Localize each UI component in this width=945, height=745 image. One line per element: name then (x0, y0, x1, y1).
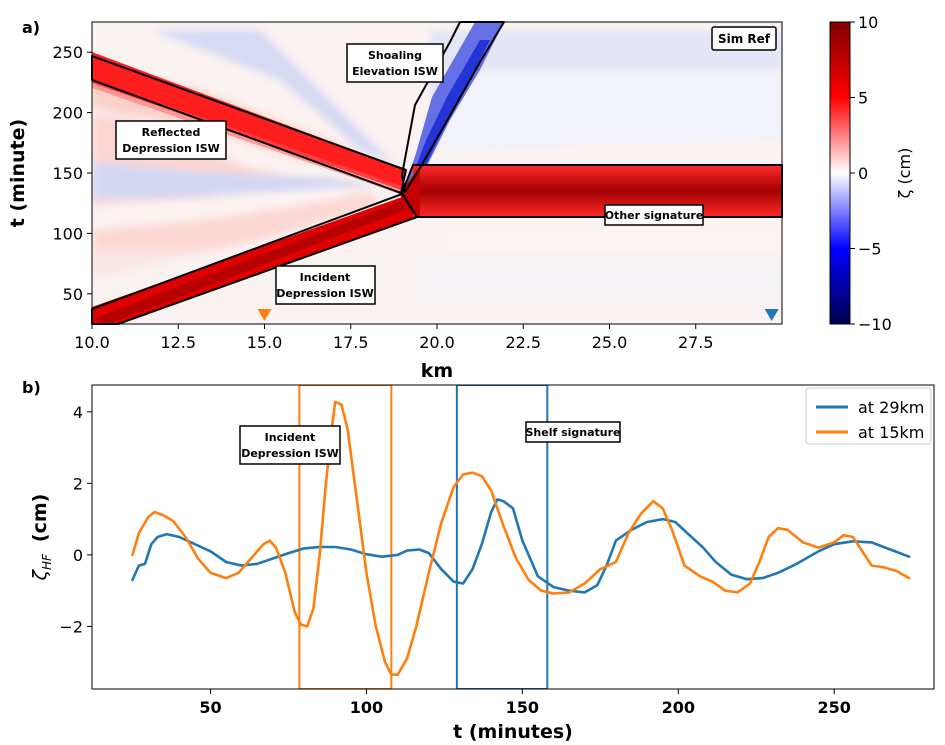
legend-label-15km: at 15km (858, 423, 924, 442)
x-tick-label: 250 (818, 698, 851, 717)
colorbar-tick-label: 10 (858, 13, 878, 32)
shoaling-label-line1: Shoaling (368, 49, 422, 62)
location-marker-0 (257, 309, 272, 321)
annotation-incident: Incident Depression ISW (239, 425, 341, 465)
y-tick-label: 150 (52, 164, 83, 183)
x-tick-label: 22.5 (505, 333, 541, 352)
x-tick-label: 100 (350, 698, 383, 717)
highlight-box-0 (298, 385, 393, 689)
panel-a-x-ticks: 10.0 12.5 15.0 17.5 20.0 22.5 25.0 27.5 (74, 324, 714, 352)
x-tick-label: 50 (199, 698, 221, 717)
highlight-boxes (298, 385, 549, 689)
incident-label-line2: Depression ISW (276, 287, 374, 300)
x-tick-label: 20.0 (419, 333, 455, 352)
reflected-label-line2: Depression ISW (122, 142, 220, 155)
y-tick-label: 250 (52, 43, 83, 62)
panel-b-label: b) (22, 378, 41, 397)
y-tick-label: 4 (73, 403, 83, 422)
x-tick-label: 200 (662, 698, 695, 717)
x-tick-label: 150 (506, 698, 539, 717)
series-line-1 (131, 400, 911, 676)
colorbar: 10 5 0 −5 −10 ζ (cm) (829, 13, 914, 334)
location-markers (257, 309, 779, 321)
panel-b-x-ticks: 50 100 150 200 250 (199, 689, 851, 717)
colorbar-tick-label: −10 (858, 315, 892, 334)
x-tick-label: 27.5 (678, 333, 714, 352)
panel-a-ylabel: t (minute) (7, 119, 29, 227)
x-tick-label: 10.0 (74, 333, 110, 352)
region-label-reflected: Reflected Depression ISW (115, 120, 227, 160)
y-tick-label: 100 (52, 224, 83, 243)
colorbar-tick-label: 0 (858, 164, 868, 183)
x-tick-label: 25.0 (592, 333, 628, 352)
annotation-shelf: Shelf signature (525, 421, 621, 443)
panel-b-frame (91, 384, 935, 690)
annotation-incident-line2: Depression ISW (241, 447, 339, 460)
x-tick-label: 12.5 (160, 333, 196, 352)
panel-b-ylabel-symbol: ζ (29, 568, 51, 581)
incident-label-line1: Incident (300, 271, 351, 284)
y-tick-label: −2 (59, 617, 83, 636)
reflected-label-line1: Reflected (142, 126, 201, 139)
sim-ref-box: Sim Ref (711, 26, 777, 51)
panel-b-y-ticks: 4 2 0 −2 (59, 403, 92, 636)
highlight-box-1 (455, 385, 549, 689)
colorbar-tick-label: 5 (858, 89, 868, 108)
annotation-incident-line1: Incident (265, 431, 316, 444)
sim-ref-label: Sim Ref (718, 32, 771, 46)
region-label-shoaling: Shoaling Elevation ISW (346, 43, 444, 83)
panel-b-xlabel: t (minutes) (453, 721, 573, 743)
panel-b-ylabel: ζHF (cm) (29, 494, 54, 582)
y-tick-label: 50 (63, 285, 83, 304)
colorbar-gradient (829, 21, 851, 325)
region-label-other: Other signature (604, 204, 704, 226)
shoaling-label-line2: Elevation ISW (352, 65, 438, 78)
panel-a-xlabel: km (421, 360, 453, 382)
panel-b: b) Incident Depression ISW Shelf signatu… (22, 378, 935, 743)
panel-a-y-ticks: 50 100 150 200 250 (52, 43, 92, 304)
panel-a-label: a) (22, 18, 40, 37)
panel-b-ylabel-subscript: HF (40, 553, 54, 570)
legend: at 29km at 15km (805, 387, 932, 445)
colorbar-tick-label: −5 (858, 240, 882, 259)
panel-b-ylabel-unit: (cm) (29, 494, 51, 542)
y-tick-label: 200 (52, 104, 83, 123)
x-tick-label: 17.5 (333, 333, 369, 352)
x-tick-label: 15.0 (247, 333, 283, 352)
other-label: Other signature (605, 209, 704, 222)
region-label-incident: Incident Depression ISW (275, 265, 376, 305)
y-tick-label: 0 (73, 546, 83, 565)
colorbar-label: ζ (cm) (895, 148, 914, 199)
annotation-shelf-label: Shelf signature (525, 426, 620, 439)
panel-a: a) (7, 13, 914, 382)
legend-label-29km: at 29km (858, 398, 924, 417)
location-marker-1 (764, 309, 779, 321)
series-lines (131, 400, 911, 676)
y-tick-label: 2 (73, 474, 83, 493)
series-line-0 (131, 498, 911, 594)
colorbar-ticks: 10 5 0 −5 −10 (850, 13, 892, 334)
